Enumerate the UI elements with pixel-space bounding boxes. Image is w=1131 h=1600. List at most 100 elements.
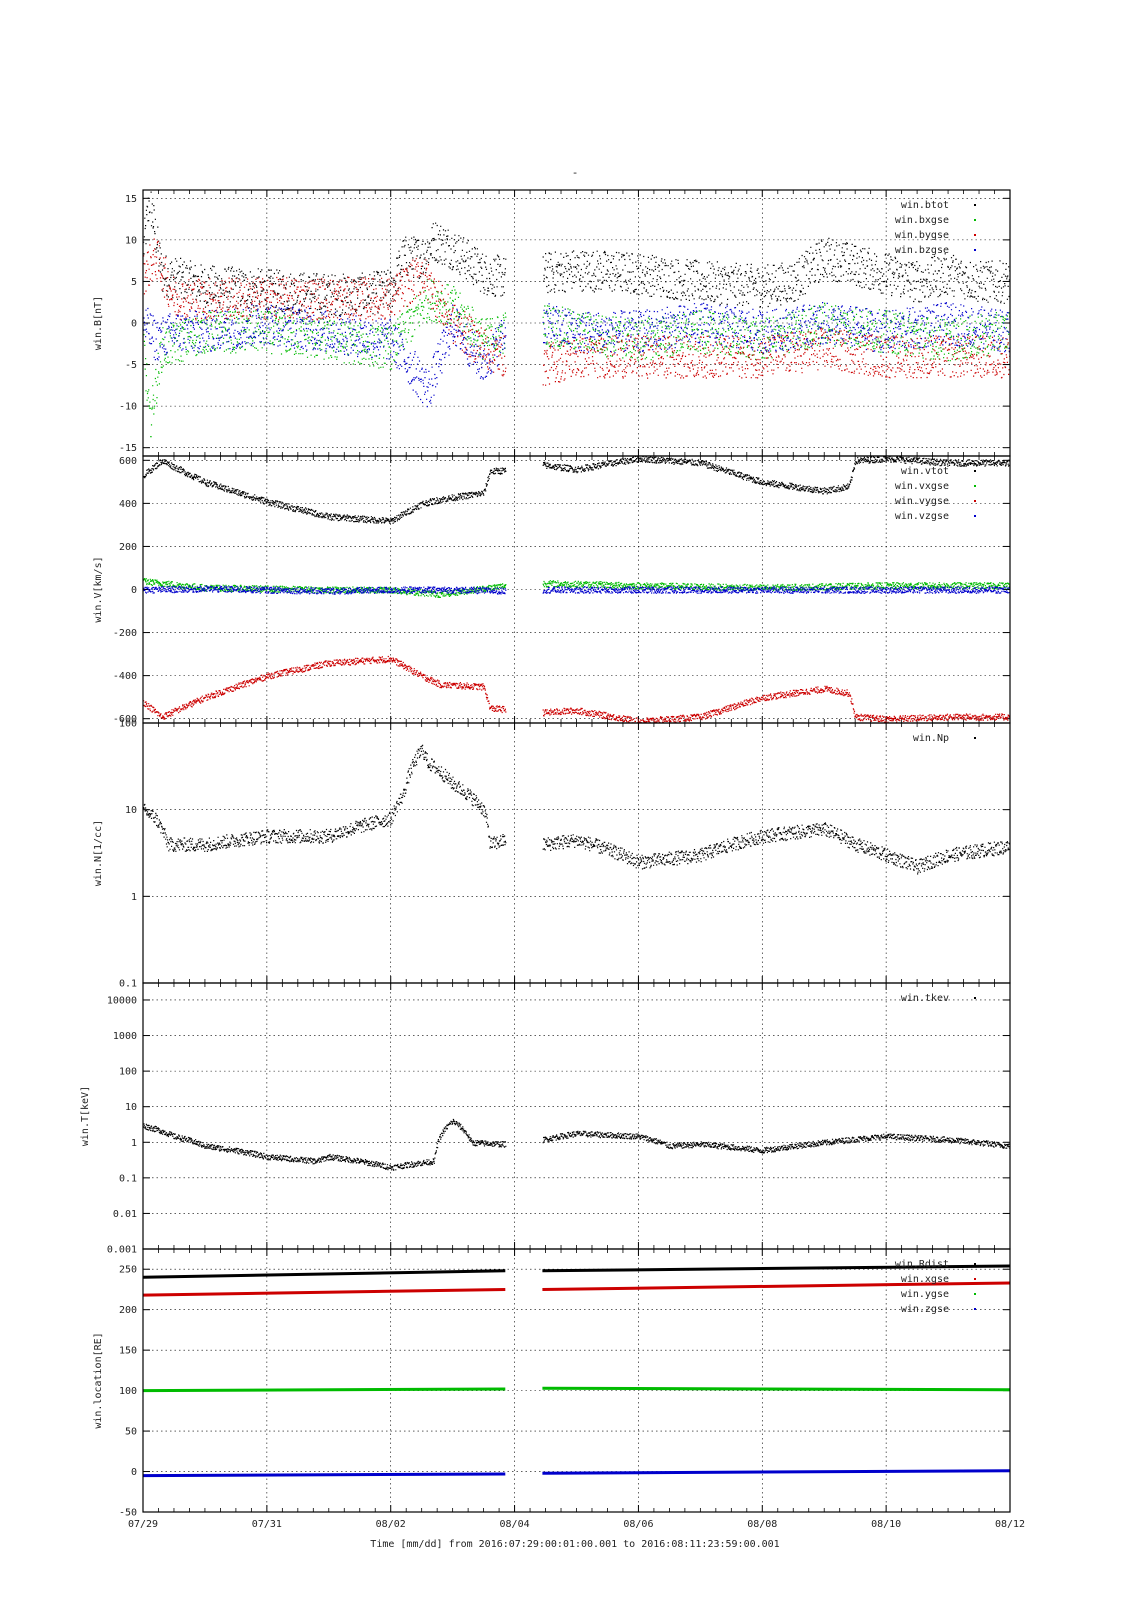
scatter-points bbox=[143, 655, 1010, 723]
y-tick-label: 100 bbox=[119, 719, 137, 730]
panels-group: -15-10-5051015win.B[nT]win.btotwin.bxgse… bbox=[80, 189, 1011, 1519]
data-layer bbox=[143, 190, 1010, 438]
y-tick-label: 5 bbox=[131, 277, 137, 288]
legend-marker bbox=[974, 485, 976, 487]
legend-label: win.tkev bbox=[901, 993, 949, 1004]
data-layer bbox=[143, 1264, 1010, 1478]
x-tick-label: 07/31 bbox=[252, 1519, 282, 1530]
legend-label: win.bzgse bbox=[895, 245, 949, 256]
y-axis-label: win.T[keV] bbox=[80, 1086, 91, 1146]
legend-label: win.vzgse bbox=[895, 511, 949, 522]
panel-1: -15 -10 -5 0 5 10 15 win.B[nT] win.btot win.bxgse… bbox=[93, 189, 1011, 457]
series-win-zgse bbox=[143, 1469, 1010, 1478]
scatter-points bbox=[143, 302, 1010, 408]
y-tick-label: 0 bbox=[131, 1467, 137, 1478]
legend-label: win.xgse bbox=[901, 1274, 949, 1285]
legend-marker bbox=[974, 204, 976, 206]
panel-2: -600 -400 -200 0 200 400 600 win.V[km/s] win.vto… bbox=[93, 455, 1011, 725]
legend-marker bbox=[974, 234, 976, 236]
legend-marker bbox=[974, 249, 976, 251]
y-axis-label: win.B[nT] bbox=[93, 296, 104, 350]
legend-label: win.vxgse bbox=[895, 481, 949, 492]
y-tick-label: 100 bbox=[119, 1067, 137, 1078]
legend-marker bbox=[974, 1278, 976, 1280]
series-line bbox=[542, 1469, 1010, 1475]
series-win-Np bbox=[143, 744, 1010, 875]
x-tick-label: 08/04 bbox=[500, 1519, 530, 1530]
series-win-bygse bbox=[143, 238, 1010, 386]
panel-3: 0.1 1 10 100 win.N[1/cc] win.Np bbox=[93, 719, 1011, 990]
legend-marker bbox=[974, 470, 976, 472]
legend-label: win.vygse bbox=[895, 496, 949, 507]
series-line bbox=[143, 1472, 506, 1478]
y-tick-label: 0.1 bbox=[119, 1173, 137, 1184]
scatter-points bbox=[143, 190, 1010, 317]
y-tick-label: 600 bbox=[119, 456, 137, 467]
scatter-points bbox=[143, 456, 1010, 524]
y-tick-label: -50 bbox=[119, 1508, 137, 1519]
legend-label: win.zgse bbox=[901, 1304, 949, 1315]
legend-label: win.ygse bbox=[901, 1289, 949, 1300]
y-tick-label: 0 bbox=[131, 319, 137, 330]
scatter-points bbox=[143, 238, 1010, 386]
y-tick-label: 10 bbox=[125, 805, 137, 816]
series-win-ygse bbox=[143, 1386, 1010, 1393]
series-line bbox=[542, 1264, 1010, 1273]
scatter-points bbox=[143, 585, 1010, 595]
y-tick-label: -5 bbox=[125, 360, 137, 371]
legend-marker bbox=[974, 1293, 976, 1295]
series-win-vtot bbox=[143, 456, 1010, 524]
legend-label: win.Rdist bbox=[895, 1259, 949, 1270]
x-tick-label: 08/02 bbox=[376, 1519, 406, 1530]
series-win-vygse bbox=[143, 655, 1010, 723]
x-tick-label: 07/29 bbox=[128, 1519, 158, 1530]
panel-frame bbox=[142, 982, 1011, 1250]
series-win-xgse bbox=[143, 1281, 1010, 1297]
series-win-btot bbox=[143, 190, 1010, 317]
legend-marker bbox=[974, 500, 976, 502]
y-tick-label: -10 bbox=[119, 402, 137, 413]
series-win-bzgse bbox=[143, 302, 1010, 408]
x-axis-label: Time [mm/dd] from 2016:07:29:00:01:00.00… bbox=[370, 1539, 779, 1550]
legend-label: win.btot bbox=[901, 200, 949, 211]
y-tick-label: 250 bbox=[119, 1265, 137, 1276]
series-line bbox=[542, 1386, 1010, 1392]
x-tick-label: 08/06 bbox=[623, 1519, 653, 1530]
y-tick-label: 15 bbox=[125, 194, 137, 205]
x-tick-label: 08/10 bbox=[871, 1519, 901, 1530]
panel-frame bbox=[142, 1248, 1011, 1513]
y-tick-label: 0.1 bbox=[119, 979, 137, 990]
legend-label: win.bxgse bbox=[895, 215, 949, 226]
legend-label: win.vtot bbox=[901, 466, 949, 477]
y-axis-label: win.location[RE] bbox=[93, 1332, 104, 1428]
y-tick-label: 0 bbox=[131, 585, 137, 596]
panel-5: -50 0 50 100 150 200 250 win.location[RE] win.Rd… bbox=[93, 1248, 1011, 1519]
series-win-bxgse bbox=[143, 279, 1010, 438]
data-layer bbox=[143, 744, 1010, 875]
scatter-points bbox=[143, 744, 1010, 875]
legend-marker bbox=[974, 1263, 976, 1265]
legend-marker bbox=[974, 1308, 976, 1310]
legend-marker bbox=[974, 219, 976, 221]
y-tick-label: 50 bbox=[125, 1427, 137, 1438]
y-tick-label: -200 bbox=[113, 628, 137, 639]
legend-label: win.bygse bbox=[895, 230, 949, 241]
y-tick-label: 200 bbox=[119, 1305, 137, 1316]
x-tick-label: 08/08 bbox=[747, 1519, 777, 1530]
y-tick-label: 1000 bbox=[113, 1031, 137, 1042]
y-tick-label: 10 bbox=[125, 1102, 137, 1113]
y-tick-label: 10 bbox=[125, 235, 137, 246]
y-axis-label: win.N[1/cc] bbox=[93, 820, 104, 886]
series-line bbox=[143, 1387, 506, 1393]
x-axis: 07/29 07/31 08/02 08/04 08/06 08/08 08/10 08/12 bbox=[128, 1519, 1025, 1530]
legend-marker bbox=[974, 997, 976, 999]
data-layer bbox=[143, 456, 1010, 723]
series-win-tkev bbox=[143, 1118, 1010, 1171]
scatter-points bbox=[143, 1118, 1010, 1171]
y-tick-label: 10000 bbox=[107, 995, 137, 1006]
series-line bbox=[143, 1269, 506, 1279]
y-tick-label: 0.01 bbox=[113, 1209, 137, 1220]
y-tick-label: 0.001 bbox=[107, 1245, 137, 1256]
y-tick-label: 400 bbox=[119, 499, 137, 510]
y-axis-label: win.V[km/s] bbox=[93, 556, 104, 622]
